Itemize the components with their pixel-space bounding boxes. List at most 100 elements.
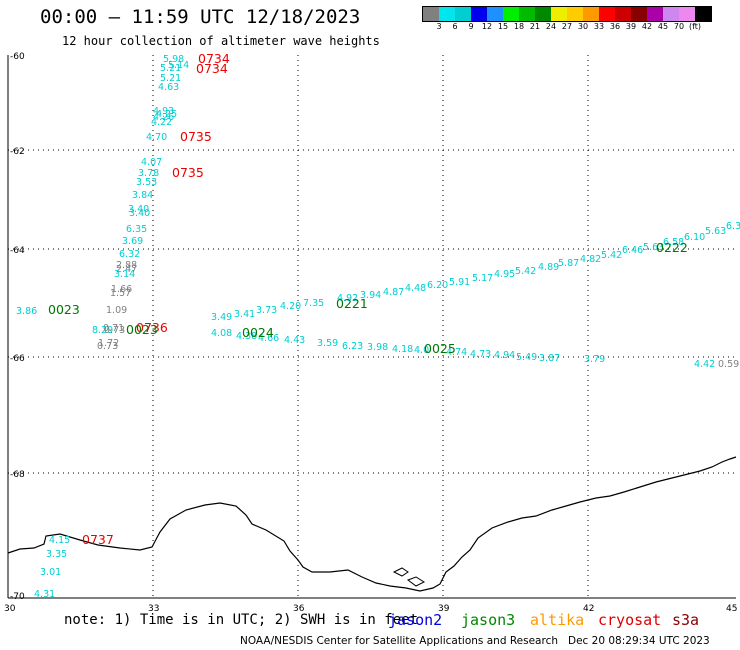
y-tick-label: -68: [10, 470, 25, 480]
graticule: [8, 55, 736, 598]
pass-time-label: 0025: [424, 341, 456, 356]
colorbar-cell: [599, 7, 615, 21]
swh-label: 6.46: [622, 245, 643, 256]
colorbar-label: 15: [497, 22, 509, 31]
coastline-island: [392, 567, 409, 577]
credit-line: NOAA/NESDIS Center for Satellite Applica…: [240, 635, 710, 647]
antarctic-coastline: [7, 456, 737, 592]
colorbar-label: 21: [529, 22, 541, 31]
swh-label: 5.21: [160, 63, 181, 74]
pass-time-label: 0024: [242, 325, 274, 340]
swh-label: 3.79: [584, 354, 605, 365]
colorbar-label: 42: [641, 22, 653, 31]
swh-label: 4.42: [694, 359, 715, 370]
swh-label: 4.74: [446, 347, 467, 358]
swh-label: 3.59: [317, 338, 338, 349]
colorbar-cell: [439, 7, 455, 21]
swh-label: 4.08: [211, 328, 232, 339]
swh-label: 4.73: [470, 349, 491, 360]
swh-label: 4.38: [236, 331, 257, 342]
swh-label: 6.39: [726, 221, 740, 232]
swh-label: 6.20: [427, 280, 448, 291]
page-title: 00:00 – 11:59 UTC 12/18/2023: [40, 6, 361, 28]
colorbar-label: 9: [468, 22, 474, 31]
coastline-island: [406, 576, 426, 587]
swh-label: 4.26: [153, 112, 174, 123]
legend-altika: altika: [530, 611, 585, 629]
swh-label: 0.73: [104, 325, 125, 336]
pass-time-label: 0735: [172, 165, 204, 180]
colorbar-cell: [551, 7, 567, 21]
swh-label: 0.73: [97, 341, 118, 352]
y-tick-label: -70: [10, 592, 25, 602]
swh-label: 7.35: [303, 298, 324, 309]
colorbar-label: 45: [657, 22, 669, 31]
colorbar-label: 6: [452, 22, 458, 31]
legend-cryosat: cryosat: [598, 611, 662, 629]
swh-label: 3.49: [211, 312, 232, 323]
colorbar-label: 70: [673, 22, 685, 31]
swh-label: 3.40: [129, 208, 150, 219]
swh-label: 4.82: [580, 254, 601, 265]
swh-label: 4.43: [284, 335, 305, 346]
y-tick-label: -66: [10, 354, 25, 364]
swh-label: 8.29: [92, 325, 113, 336]
swh-label: 3.73: [256, 305, 277, 316]
colorbar-cell: [519, 7, 535, 21]
colorbar-cell: [455, 7, 471, 21]
colorbar-cell: [663, 7, 679, 21]
swh-label: 5.17: [472, 273, 493, 284]
pass-time-label: 0736: [136, 320, 168, 335]
colorbar-cell: [679, 7, 695, 21]
x-tick-label: 30: [4, 604, 16, 614]
legend-jason3: jason3: [461, 611, 516, 629]
swh-label: 4.18: [392, 344, 413, 355]
colorbar-cell: [615, 7, 631, 21]
swh-label: 5.42: [601, 250, 622, 261]
swh-label: 6.58: [663, 237, 684, 248]
legend-jason2: jason2: [388, 611, 443, 629]
pass-time-label: 0023: [48, 302, 80, 317]
colorbar-cell: [631, 7, 647, 21]
colorbar-label: (ft): [688, 22, 702, 31]
swh-label: 4.92: [337, 293, 358, 304]
pass-time-label: 0735: [180, 129, 212, 144]
colorbar-label: 39: [625, 22, 637, 31]
swh-label: 0.71: [103, 323, 124, 334]
swh-label: 5.91: [449, 277, 470, 288]
swh-label: 6.35: [126, 224, 147, 235]
y-tick-label: -60: [10, 52, 25, 62]
pass-time-label: 0734: [196, 61, 228, 76]
swh-label: 6.10: [684, 232, 705, 243]
pass-time-label: 0737: [82, 532, 114, 547]
swh-label: 1.57: [110, 288, 131, 299]
swh-label: 5.42: [515, 266, 536, 277]
pass-time-label: 0023: [126, 322, 158, 337]
swh-label: 4.07: [141, 157, 162, 168]
swh-label: 5.87: [558, 258, 579, 269]
swh-label: 1.66: [111, 284, 132, 295]
swh-label: 3.86: [16, 306, 37, 317]
swh-label: 0.59: [718, 359, 739, 370]
x-tick-label: 42: [583, 604, 594, 614]
colorbar-label: 24: [545, 22, 557, 31]
swh-label: 4.94: [494, 350, 515, 361]
swh-label: 2.88: [116, 260, 137, 271]
colorbar-label: 36: [609, 22, 621, 31]
swh-label: 5.49: [516, 352, 537, 363]
y-tick-label: -64: [10, 246, 25, 256]
swh-label: 5.21: [160, 73, 181, 84]
colorbar-cell: [535, 7, 551, 21]
pass-time-label: 0221: [336, 296, 368, 311]
colorbar-cell: [471, 7, 487, 21]
swh-label: 4.89: [538, 262, 559, 273]
footer-note: note: 1) Time is in UTC; 2) SWH is in fe…: [64, 612, 419, 628]
swh-label: 6.32: [119, 249, 140, 260]
colorbar-cell: [423, 7, 439, 21]
swh-label: 1.09: [106, 305, 127, 316]
colorbar-cell: [647, 7, 663, 21]
swh-label: 4.0: [414, 345, 429, 356]
colorbar-label: 12: [481, 22, 493, 31]
x-tick-label: 45: [726, 604, 737, 614]
swh-label: 2.47: [116, 264, 137, 275]
